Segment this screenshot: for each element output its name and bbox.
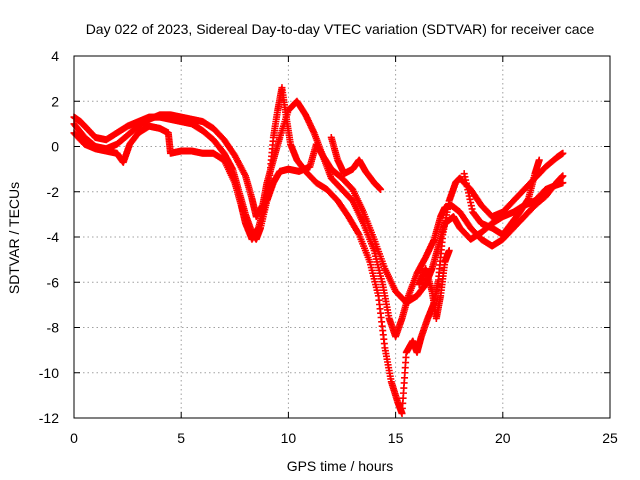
grid [74, 56, 610, 418]
series-track-f [460, 156, 543, 239]
y-axis-label: SDTVAR / TECUs [6, 182, 22, 294]
x-tick-label: 25 [602, 430, 618, 446]
y-tick-label: -8 [47, 320, 60, 336]
x-axis-label: GPS time / hours [287, 458, 394, 474]
x-tick-label: 10 [281, 430, 297, 446]
y-tick-label: 0 [51, 139, 59, 155]
y-tick-label: 4 [51, 48, 59, 64]
series-track-e [415, 247, 453, 322]
data-points [70, 84, 567, 417]
y-tick-label: -10 [39, 365, 59, 381]
series-track-d [327, 133, 385, 193]
axis-ticks: 0 5 10 15 20 25 -12 -10 -8 -6 -4 -2 0 2 4 [39, 48, 618, 446]
data-point [377, 185, 385, 193]
y-tick-label: -6 [47, 274, 60, 290]
x-tick-label: 0 [70, 430, 78, 446]
x-tick-label: 20 [495, 430, 511, 446]
x-tick-label: 15 [388, 430, 404, 446]
data-point [559, 172, 567, 180]
x-tick-label: 5 [177, 430, 185, 446]
chart-title: Day 022 of 2023, Sidereal Day-to-day VTE… [86, 21, 595, 37]
series-track-c [70, 84, 567, 417]
data-point [559, 149, 567, 157]
y-tick-label: -4 [47, 229, 60, 245]
y-tick-label: 2 [51, 93, 59, 109]
plot-frame [73, 55, 611, 419]
y-tick-label: -12 [39, 410, 59, 426]
data-point [535, 156, 543, 164]
data-point [445, 247, 453, 255]
data-point [559, 179, 567, 187]
data-point [354, 229, 362, 237]
y-tick-label: -2 [47, 184, 60, 200]
